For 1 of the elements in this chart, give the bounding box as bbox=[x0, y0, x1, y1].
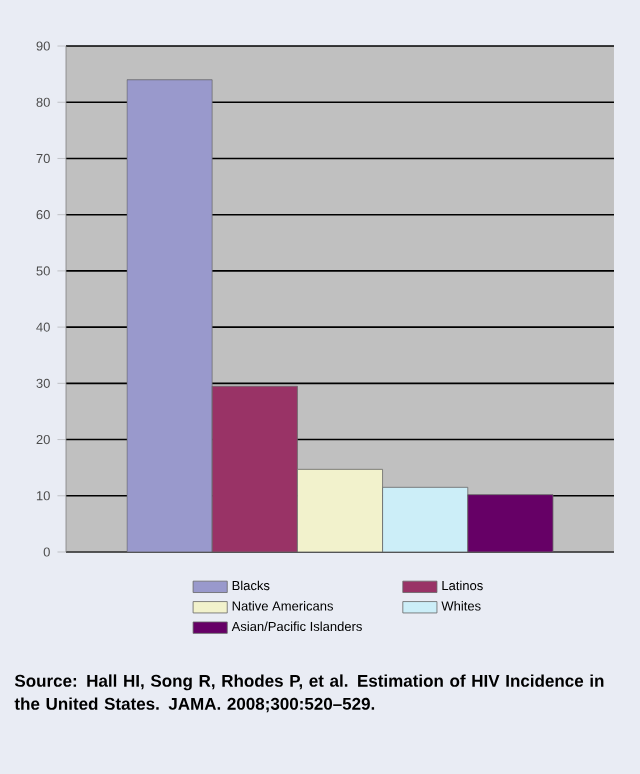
source-note: Source: Hall HI, Song R, Rhodes P, et al. Estimation of HIV Incidence in the United States. JAMA. 2008;300:520–529. bbox=[14, 674, 604, 713]
